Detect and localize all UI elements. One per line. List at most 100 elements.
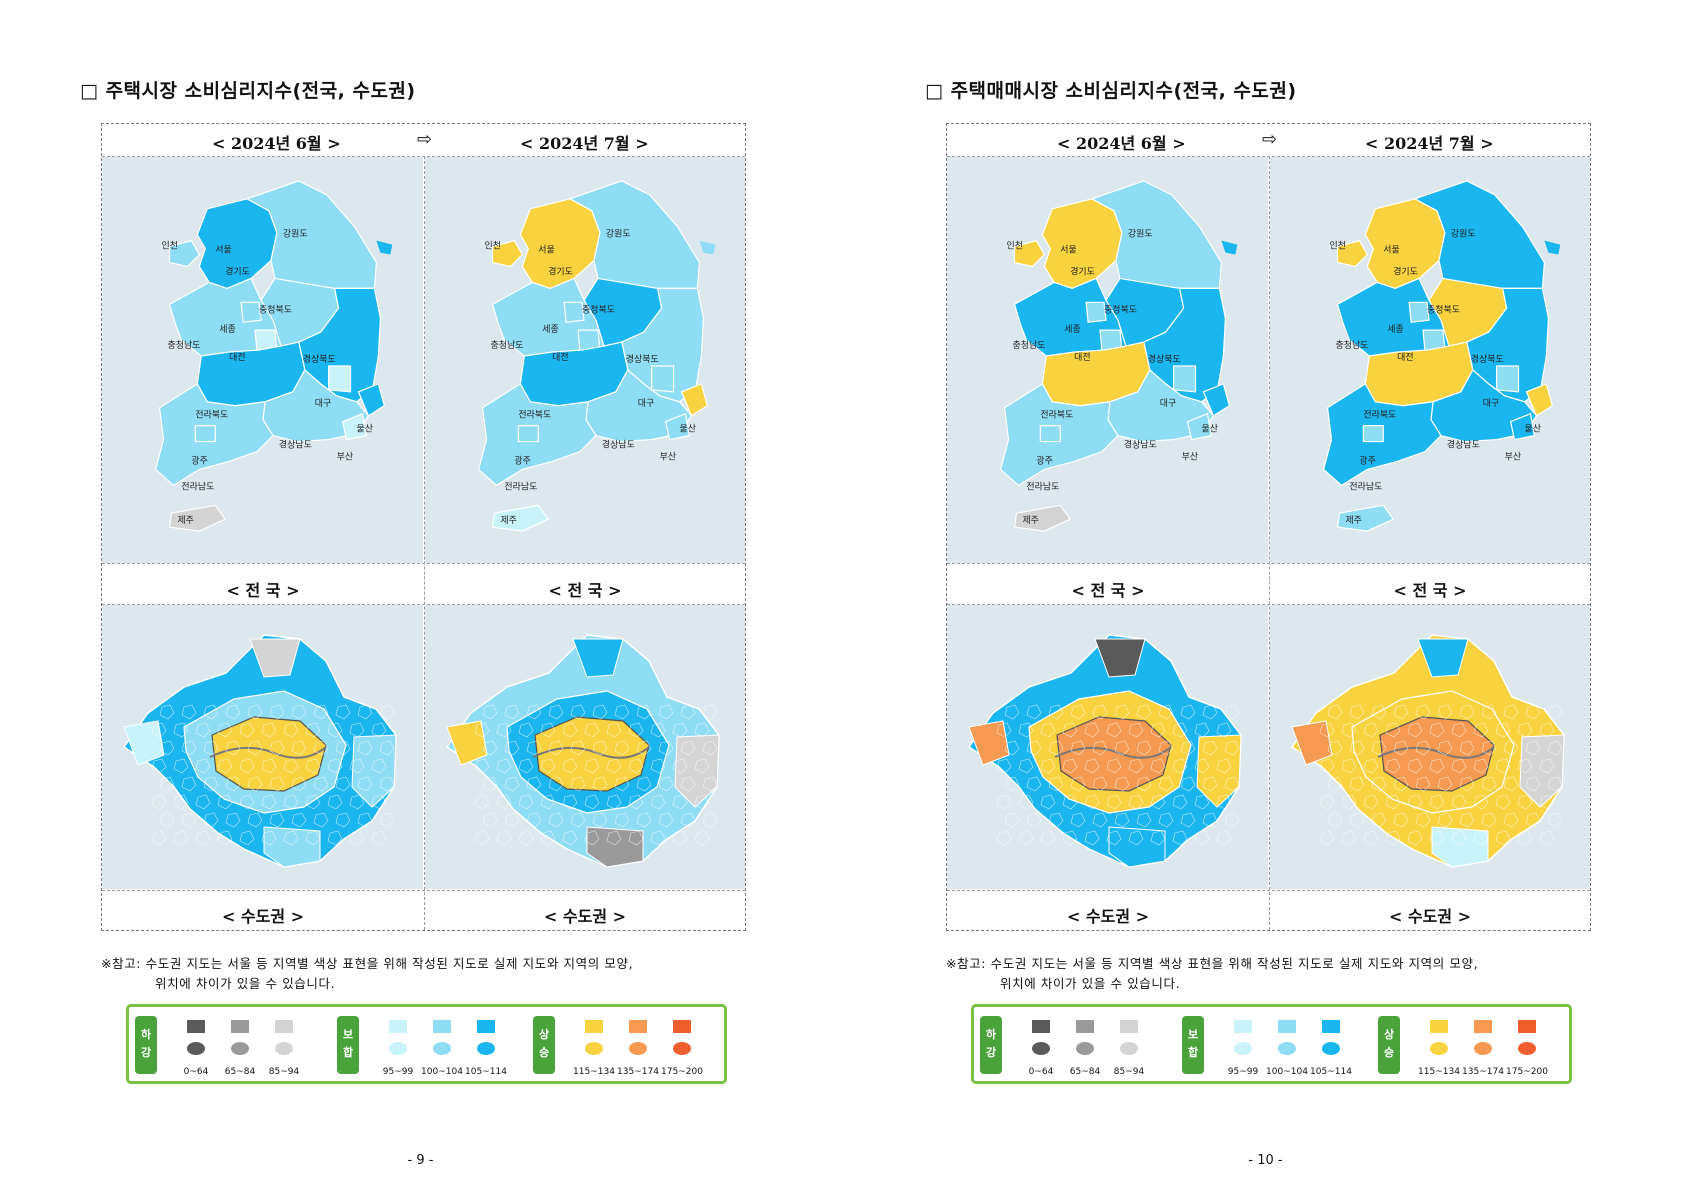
district-outline — [628, 758, 644, 774]
district-outline — [1473, 722, 1489, 738]
district-outline — [1363, 722, 1379, 738]
district-outline — [1062, 830, 1078, 846]
district-outline — [614, 704, 630, 720]
district-outline — [327, 722, 343, 738]
district-outline — [173, 794, 189, 810]
legend-swatch — [1474, 1020, 1492, 1033]
district-outline — [1539, 758, 1555, 774]
legend-range-label: 115~134 — [573, 1067, 615, 1077]
region-daegu — [651, 365, 675, 393]
district-outline — [1092, 740, 1108, 756]
district-outline — [1539, 830, 1555, 846]
district-outline — [548, 812, 564, 828]
cloud-icon — [477, 1042, 495, 1055]
district-outline — [261, 722, 277, 738]
capital-north — [572, 638, 624, 678]
district-outline — [181, 704, 197, 720]
arrow-right-icon: ⇨ — [417, 129, 433, 150]
district-outline — [1224, 776, 1240, 792]
district-outline — [1158, 704, 1174, 720]
legend-swatch — [1076, 1020, 1094, 1033]
label-chungnam: 충청남도 — [491, 340, 524, 351]
region-jeju — [1013, 504, 1072, 532]
page-number: - 9 - — [407, 1153, 434, 1168]
capital-south — [586, 826, 644, 868]
legend-swatch — [477, 1020, 495, 1033]
legend-group-tag: 하 강 — [980, 1016, 1002, 1074]
district-outline — [1415, 704, 1431, 720]
capital-map-p2-jul — [1290, 634, 1565, 868]
island-ulleung — [1221, 240, 1238, 255]
label-chungnam: 충청남도 — [1336, 340, 1369, 351]
label-chungbuk: 충청북도 — [259, 304, 292, 315]
label-jeonnam: 전라남도 — [1026, 481, 1059, 492]
legend-range-label: 135~174 — [1462, 1067, 1504, 1077]
district-outline — [335, 776, 351, 792]
district-outline — [496, 722, 512, 738]
district-outline — [636, 812, 652, 828]
district-outline — [1004, 740, 1020, 756]
map-comparison-table: < 2024년 6월 > ⇨ < 2024년 7월 > 인천 서울 강원도 경기도 충청… — [946, 123, 1591, 931]
label-sejong: 세종 — [542, 324, 558, 335]
district-outline — [1517, 722, 1533, 738]
district-outline — [371, 794, 387, 810]
district-outline — [526, 776, 542, 792]
district-outline — [313, 704, 329, 720]
district-outline — [702, 812, 718, 828]
label-gwangju: 광주 — [191, 454, 207, 466]
district-outline — [195, 758, 211, 774]
district-outline — [1040, 830, 1056, 846]
label-gangwon: 강원도 — [606, 229, 631, 240]
label-jeonbuk: 전라북도 — [195, 410, 228, 421]
district-outline — [1473, 794, 1489, 810]
district-outline — [694, 794, 710, 810]
district-outline — [1341, 830, 1357, 846]
legend-swatch — [1518, 1020, 1536, 1033]
column-divider — [424, 156, 425, 930]
district-outline — [1180, 740, 1196, 756]
district-outline — [1004, 776, 1020, 792]
district-outline — [1018, 758, 1034, 774]
legend-range-label: 65~84 — [224, 1067, 256, 1077]
district-outline — [239, 722, 255, 738]
district-outline — [1202, 812, 1218, 828]
label-gyeongnam: 경상남도 — [279, 439, 312, 451]
district-outline — [1481, 812, 1497, 828]
label-jeju: 제주 — [1345, 515, 1361, 526]
district-outline — [482, 812, 498, 828]
label-gyeongnam: 경상남도 — [1124, 439, 1157, 451]
capital-west — [968, 720, 1010, 766]
sun-icon — [673, 1042, 691, 1055]
label-chungnam: 충청남도 — [168, 340, 201, 351]
legend-group-tag-text: 보 합 — [1187, 1028, 1199, 1059]
district-outline — [996, 830, 1012, 846]
label-sejong: 세종 — [1387, 324, 1403, 335]
district-outline — [474, 722, 490, 738]
district-outline — [1070, 776, 1086, 792]
district-outline — [151, 758, 167, 774]
district-outline — [672, 794, 688, 810]
district-outline — [203, 740, 219, 756]
district-outline — [1437, 740, 1453, 756]
district-outline — [357, 776, 373, 792]
rain-cloud-icon — [1032, 1042, 1050, 1055]
district-outline — [1026, 812, 1042, 828]
district-outline — [1481, 704, 1497, 720]
page-left: □ 주택시장 소비심리지수(전국, 수도권) < 2024년 6월 > ⇨ < … — [80, 80, 746, 1168]
district-outline — [1327, 812, 1343, 828]
district-outline — [1172, 830, 1188, 846]
district-outline — [496, 758, 512, 774]
district-outline — [151, 722, 167, 738]
district-outline — [1459, 704, 1475, 720]
district-outline — [1158, 740, 1174, 756]
rain-cloud-icon — [1120, 1042, 1138, 1055]
district-outline — [474, 830, 490, 846]
label-seoul: 서울 — [1060, 245, 1076, 256]
district-outline — [1415, 740, 1431, 756]
label-daejeon: 대전 — [1397, 352, 1413, 363]
district-outline — [291, 704, 307, 720]
note-line-2: 위치에 차이가 있을 수 있습니다. — [1000, 976, 1181, 991]
district-outline — [1158, 776, 1174, 792]
district-outline — [1040, 758, 1056, 774]
